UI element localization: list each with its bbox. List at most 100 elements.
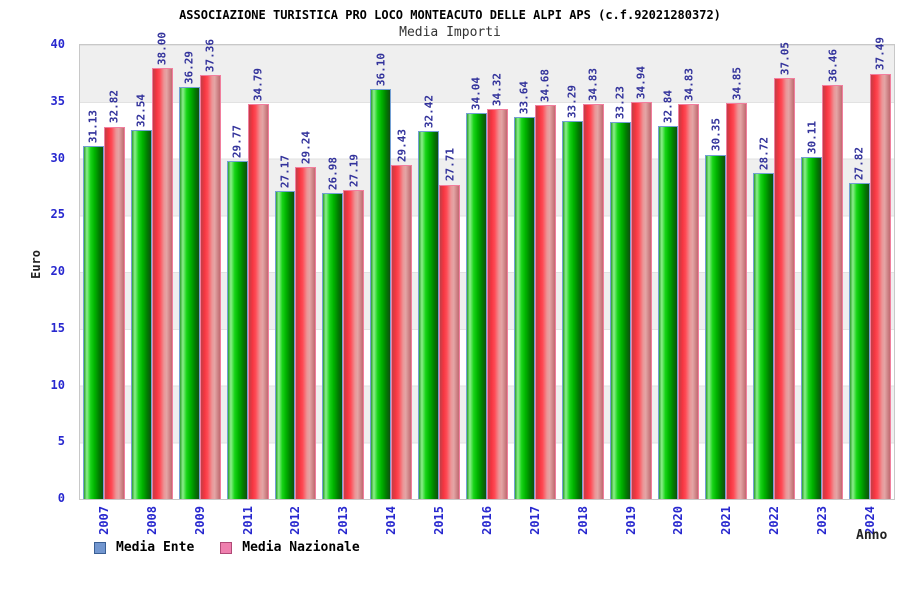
bar-group-2023: 30.11 36.46 2023 bbox=[798, 45, 846, 535]
bar-value-label: 34.32 bbox=[490, 73, 504, 107]
bar-value-label: 29.24 bbox=[299, 131, 313, 165]
x-tick-label: 2014 bbox=[384, 506, 399, 535]
bar-value-label: 37.36 bbox=[203, 38, 217, 72]
bar-value-label: 27.19 bbox=[347, 154, 361, 188]
bar-media-ente: 31.13 bbox=[83, 110, 104, 499]
bar-group-2015: 32.42 27.71 2015 bbox=[415, 45, 463, 535]
bar-media-ente: 33.23 bbox=[609, 86, 631, 499]
x-tick-label: 2021 bbox=[719, 506, 734, 535]
bar-group-2011: 29.77 34.79 2011 bbox=[224, 45, 272, 535]
x-tick-label: 2022 bbox=[767, 506, 782, 535]
x-tick-label: 2013 bbox=[336, 506, 351, 535]
bar-group-2013: 26.98 27.19 2013 bbox=[319, 45, 367, 535]
x-tick-label: 2007 bbox=[96, 506, 111, 535]
bar-value-label: 32.42 bbox=[422, 94, 436, 129]
legend-label-media-ente: Media Ente bbox=[116, 540, 195, 555]
bar-value-label: 38.00 bbox=[155, 31, 169, 65]
bar-group-2008: 32.54 38.00 2008 bbox=[128, 32, 176, 535]
bar-value-label: 29.43 bbox=[395, 128, 409, 162]
x-tick-label: 2023 bbox=[815, 506, 830, 535]
chart-title: ASSOCIAZIONE TURISTICA PRO LOCO MONTEACU… bbox=[179, 8, 721, 22]
bar-value-label: 31.13 bbox=[86, 109, 100, 143]
legend: Media Ente Media Nazionale bbox=[94, 540, 360, 555]
bar-value-label: 33.29 bbox=[565, 85, 579, 119]
x-tick-label: 2017 bbox=[527, 506, 542, 535]
bar-group-2021: 30.35 34.85 2021 bbox=[702, 45, 750, 535]
y-tick-label: 5 bbox=[57, 434, 65, 449]
bar-value-label: 36.29 bbox=[182, 50, 196, 85]
x-tick-label: 2008 bbox=[144, 506, 159, 535]
bar-value-label: 30.35 bbox=[709, 118, 723, 152]
bar-media-nazionale: 34.79 bbox=[247, 68, 269, 499]
bar-media-nazionale: 29.43 bbox=[391, 129, 413, 499]
bar-media-ente: 36.10 bbox=[370, 53, 392, 499]
bar-media-ente: 36.29 bbox=[178, 51, 200, 499]
bar-group-2012: 27.17 29.24 2012 bbox=[272, 45, 320, 535]
bar-media-ente: 27.17 bbox=[274, 155, 296, 499]
bar-value-label: 32.84 bbox=[661, 90, 675, 124]
bar-media-nazionale: 27.19 bbox=[343, 154, 365, 499]
bar-media-ente: 28.72 bbox=[753, 137, 775, 499]
bar-media-nazionale: 34.83 bbox=[678, 68, 700, 499]
bar-value-label: 27.17 bbox=[278, 154, 292, 188]
bar-media-ente: 29.77 bbox=[226, 125, 248, 499]
bar-value-label: 27.82 bbox=[852, 147, 866, 181]
bar-value-label: 34.04 bbox=[469, 76, 483, 110]
bar-group-2016: 34.04 34.32 2016 bbox=[463, 45, 511, 535]
bar-value-label: 37.49 bbox=[873, 37, 887, 71]
x-tick-label: 2018 bbox=[575, 506, 590, 535]
bar-group-2024: 27.82 37.49 2024 bbox=[846, 37, 894, 535]
bar-media-ente: 30.11 bbox=[801, 121, 823, 499]
bar-media-ente: 33.29 bbox=[561, 85, 583, 499]
x-tick-label: 2012 bbox=[288, 506, 303, 535]
y-tick-label: 15 bbox=[50, 320, 65, 335]
legend-label-media-nazionale: Media Nazionale bbox=[242, 540, 360, 555]
bar-media-nazionale: 34.85 bbox=[726, 67, 748, 499]
legend-swatch-media-nazionale-icon bbox=[220, 541, 233, 554]
bar-value-label: 33.64 bbox=[517, 81, 531, 115]
bar-value-label: 34.83 bbox=[586, 67, 600, 101]
x-tick-label: 2016 bbox=[479, 506, 494, 535]
x-tick-label: 2020 bbox=[671, 506, 686, 535]
bar-value-label: 37.05 bbox=[778, 42, 792, 76]
bar-value-label: 29.77 bbox=[230, 125, 244, 159]
y-axis-ticks: 0 5 10 15 20 25 30 35 40 bbox=[0, 37, 71, 505]
bar-media-ente: 26.98 bbox=[322, 157, 344, 499]
bar-media-nazionale: 37.36 bbox=[199, 39, 221, 499]
bar-value-label: 34.83 bbox=[682, 67, 696, 101]
legend-swatch-media-ente-icon bbox=[94, 541, 106, 554]
y-tick-label: 40 bbox=[50, 37, 65, 51]
bar-value-label: 26.98 bbox=[326, 156, 340, 190]
bar-media-ente: 34.04 bbox=[466, 77, 487, 499]
y-tick-label: 20 bbox=[50, 264, 65, 278]
bar-media-nazionale: 32.82 bbox=[103, 90, 125, 499]
bar-media-nazionale: 34.32 bbox=[486, 73, 508, 499]
legend-entry-media-ente: Media Ente bbox=[94, 540, 194, 555]
bar-media-ente: 32.84 bbox=[657, 90, 679, 499]
bar-group-2007: 31.13 32.82 2007 bbox=[80, 45, 128, 535]
bar-value-label: 33.23 bbox=[613, 85, 627, 119]
y-tick-label: 30 bbox=[50, 150, 65, 165]
bar-media-ente: 30.35 bbox=[705, 118, 727, 499]
bar-value-label: 34.94 bbox=[634, 66, 648, 100]
bar-media-nazionale: 34.68 bbox=[534, 69, 556, 499]
y-tick-label: 10 bbox=[50, 377, 65, 392]
bar-group-2014: 36.10 29.43 2014 bbox=[367, 45, 415, 535]
bar-group-2018: 33.29 34.83 2018 bbox=[559, 45, 607, 535]
bar-value-label: 34.68 bbox=[538, 69, 552, 103]
bar-media-nazionale: 38.00 bbox=[151, 32, 173, 499]
y-tick-label: 35 bbox=[50, 93, 65, 108]
plot-area: 31.13 32.82 2007 32.54 38.00 2008 36.29 37.36 20… bbox=[79, 32, 895, 535]
x-tick-label: 2019 bbox=[623, 506, 638, 535]
bar-group-2019: 33.23 34.94 2019 bbox=[607, 45, 655, 535]
x-tick-label: 2015 bbox=[432, 506, 447, 535]
bar-media-nazionale: 36.46 bbox=[822, 49, 843, 499]
bar-media-nazionale: 27.71 bbox=[439, 148, 460, 499]
bar-value-label: 36.10 bbox=[374, 53, 388, 87]
x-axis-label: Anno bbox=[856, 528, 888, 543]
y-tick-label: 25 bbox=[50, 207, 65, 222]
chart-subtitle: Media Importi bbox=[399, 25, 501, 40]
bar-media-nazionale: 34.83 bbox=[582, 68, 604, 499]
bar-media-nazionale: 34.94 bbox=[630, 66, 652, 499]
